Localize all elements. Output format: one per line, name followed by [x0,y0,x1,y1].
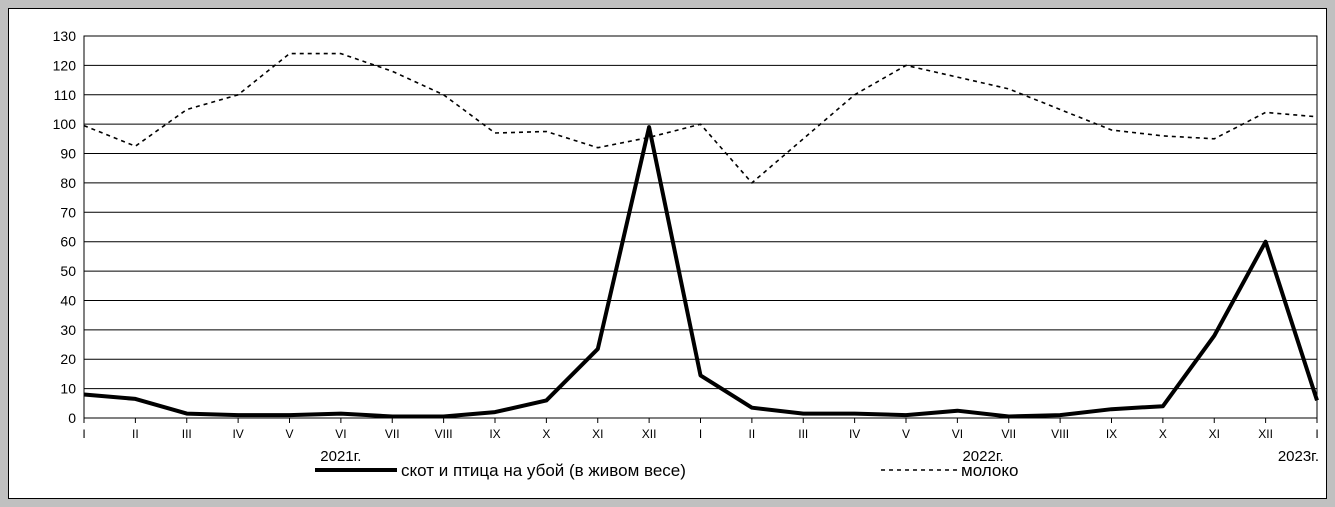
x-tick-label: III [182,427,192,441]
series-line-milk [83,52,1318,184]
x-tick-label: XI [1209,427,1220,441]
x-tick-label: XII [642,427,657,441]
y-tick-label: 30 [60,322,76,338]
y-tick-label: 100 [53,116,77,132]
y-tick-label: 120 [53,57,77,73]
y-tick-label: 130 [53,28,77,44]
x-tick-label: XII [1258,427,1273,441]
x-tick-label: X [1159,427,1167,441]
x-tick-label: VII [1001,427,1016,441]
y-tick-label: 90 [60,146,76,162]
series-line-livestock [83,125,1319,419]
x-tick-label: IV [849,427,860,441]
y-tick-label: 60 [60,234,76,250]
x-tick-label: VI [335,427,346,441]
x-tick-label: V [285,427,293,441]
x-tick-label: VIII [435,427,453,441]
x-tick-label: II [749,427,756,441]
y-tick-label: 20 [60,351,76,367]
x-tick-label: I [699,427,702,441]
y-tick-label: 40 [60,292,76,308]
x-tick-label: I [1315,427,1318,441]
x-tick-label: VII [385,427,400,441]
year-label: 2023г. [1278,448,1319,465]
x-tick-label: XI [592,427,603,441]
chart-frame: 0 10 20 30 40 50 60 70 80 90 100 110 120 130 I II III IV V… [8,8,1327,499]
x-tick-label: II [132,427,139,441]
x-tick-label: IV [232,427,243,441]
year-label: 2022г. [962,448,1003,465]
y-tick-label: 10 [60,381,76,397]
x-tick-label: VI [952,427,963,441]
plot-area [83,35,1318,419]
legend-label-livestock: скот и птица на убой (в живом весе) [401,461,686,480]
x-tick-label: VIII [1051,427,1069,441]
y-tick-label: 110 [54,87,77,103]
x-tick-label: X [542,427,550,441]
y-tick-label: 0 [68,410,76,426]
x-tick-label: V [902,427,910,441]
x-tick-label: IX [1106,427,1117,441]
y-tick-label: 50 [60,263,76,279]
y-tick-label: 70 [60,204,76,220]
x-tick-label: I [82,427,85,441]
y-tick-label: 80 [60,175,76,191]
legend-label-milk: молоко [961,461,1018,480]
x-tick-label: IX [489,427,500,441]
x-tick-label: III [798,427,808,441]
year-label: 2021г. [320,448,361,465]
